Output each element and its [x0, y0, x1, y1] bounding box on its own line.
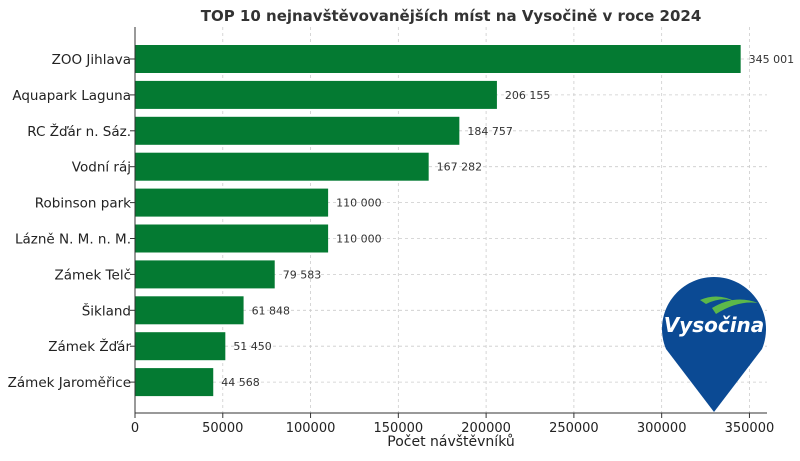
bar-value-label: 61 848 — [252, 304, 291, 317]
bar — [135, 188, 329, 217]
x-tick-label: 0 — [131, 421, 139, 436]
bar-value-label: 44 568 — [221, 376, 259, 389]
bar — [135, 152, 429, 181]
bar — [135, 332, 226, 361]
bar — [135, 45, 741, 73]
bar-value-label: 184 757 — [467, 125, 513, 138]
y-tick-label: ZOO Jihlava — [52, 52, 131, 68]
value-labels: 345 001 206 155 184 757 167 282 110 000 110 0… — [221, 53, 794, 389]
y-tick-label: Robinson park — [35, 196, 131, 212]
y-tick-label: Lázně N. M. n. M. — [15, 232, 131, 248]
bar — [135, 296, 244, 325]
bar — [135, 80, 497, 109]
y-tick-label: Vodní ráj — [72, 160, 131, 176]
bar-value-label: 51 450 — [233, 340, 272, 353]
bar-value-label: 345 001 — [749, 53, 795, 66]
x-tick-label: 350000 — [725, 421, 775, 436]
bar — [135, 260, 275, 289]
bar-value-label: 110 000 — [336, 197, 382, 210]
y-tick-label: Šikland — [82, 301, 131, 319]
bar — [135, 224, 329, 253]
bar — [135, 116, 460, 145]
x-axis-label: Počet návštěvníků — [387, 434, 515, 450]
x-tick-label: 250000 — [549, 421, 599, 436]
bar — [135, 368, 214, 397]
y-tick-label: Zámek Žďár — [48, 337, 131, 355]
x-tick-label: 50000 — [202, 421, 243, 436]
x-tick-label: 200000 — [461, 421, 511, 436]
x-tick-label: 100000 — [286, 421, 336, 436]
bar-value-label: 79 583 — [283, 268, 322, 281]
chart-title: TOP 10 nejnavštěvovanějších míst na Vyso… — [201, 7, 702, 25]
vysocina-logo: Vysočina — [662, 277, 766, 412]
logo-text: Vysočina — [664, 313, 765, 337]
logo-wave-icon — [712, 299, 758, 314]
y-tick-label: RC Žďár n. Sáz. — [27, 122, 131, 140]
y-tick-label: Zámek Jaroměřice — [8, 375, 131, 391]
bar-value-label: 167 282 — [437, 161, 483, 174]
logo-wave-icon — [700, 296, 736, 304]
logo-pin-shape — [662, 277, 766, 412]
y-tick-label: Zámek Telč — [54, 267, 131, 283]
bar-value-label: 206 155 — [505, 89, 551, 102]
y-axis-ticks: ZOO Jihlava Aquapark Laguna RC Žďár n. Sáz… — [8, 52, 135, 391]
bar-value-label: 110 000 — [336, 233, 382, 246]
x-tick-label: 150000 — [374, 421, 424, 436]
x-tick-label: 300000 — [637, 421, 687, 436]
axes — [134, 27, 767, 414]
y-tick-label: Aquapark Laguna — [12, 88, 131, 104]
x-axis-ticks: 0 50000 100000 150000 200000 250000 300000 3500… — [131, 413, 774, 436]
bars — [135, 45, 741, 397]
